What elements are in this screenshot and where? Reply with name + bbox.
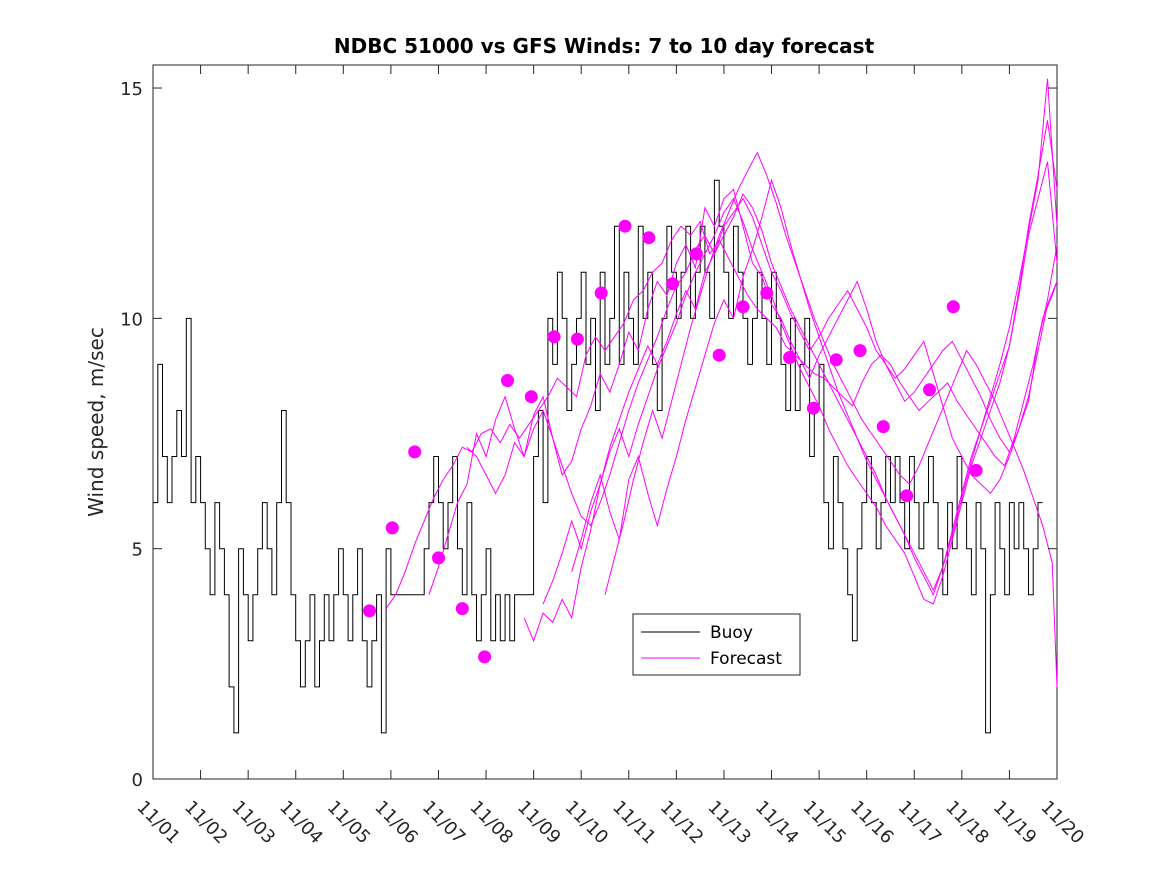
x-tick-label: 11/04 <box>275 797 327 849</box>
buoy-series <box>153 179 1043 734</box>
x-tick-label: 11/14 <box>751 797 803 849</box>
forecast-line-3 <box>466 197 1058 527</box>
x-tick-label: 11/11 <box>608 797 660 849</box>
forecast-marker <box>736 300 750 314</box>
x-tick-label: 11/03 <box>228 797 280 849</box>
forecast-line-4 <box>523 161 1058 643</box>
forecast-marker <box>806 401 820 415</box>
forecast-marker <box>501 374 514 387</box>
forecast-marker <box>363 604 376 618</box>
y-tick-label: 5 <box>132 540 143 561</box>
forecast-marker <box>642 231 656 245</box>
legend: Buoy Forecast <box>632 613 801 676</box>
forecast-marker <box>666 277 680 291</box>
forecast-marker <box>432 551 445 565</box>
forecast-marker <box>478 650 492 664</box>
forecast-marker <box>455 602 469 616</box>
legend-buoy-label: Buoy <box>710 623 753 643</box>
x-tick-label: 11/17 <box>894 797 946 849</box>
legend-box <box>632 613 801 676</box>
forecast-line-5 <box>542 120 1058 605</box>
forecast-marker <box>853 344 867 358</box>
forecast-marker <box>618 219 632 233</box>
legend-forecast-label: Forecast <box>710 649 782 669</box>
forecast-marker <box>923 383 936 397</box>
x-tick-label: 11/05 <box>323 797 375 849</box>
forecast-marker <box>385 521 399 535</box>
x-tick-label: 11/19 <box>989 797 1041 849</box>
x-tick-label: 11/10 <box>561 797 613 849</box>
forecast-marker <box>594 286 608 300</box>
forecast-line-6 <box>571 78 1058 592</box>
y-tick-label: 0 <box>132 770 143 791</box>
y-tick-label: 10 <box>120 309 143 330</box>
x-tick-label: 11/13 <box>703 797 755 849</box>
forecast-marker <box>783 351 797 364</box>
forecast-marker <box>876 420 890 434</box>
forecast-markers <box>363 219 983 664</box>
x-tick-label: 11/16 <box>846 797 898 849</box>
x-tick-label: 11/01 <box>132 797 184 849</box>
forecast-marker <box>712 348 726 362</box>
forecast-marker <box>524 390 538 404</box>
x-tick-label: 11/06 <box>370 797 422 849</box>
forecast-marker <box>547 330 561 344</box>
x-tick-label: 11/07 <box>418 797 470 849</box>
forecast-marker <box>760 286 774 300</box>
x-tick-label: 11/18 <box>941 797 993 849</box>
forecast-marker <box>570 332 584 346</box>
y-tick-label: 15 <box>120 79 143 100</box>
y-axis-label: Wind speed, m/sec <box>84 327 108 517</box>
x-tick-label: 11/02 <box>180 797 232 849</box>
forecast-marker <box>829 353 843 367</box>
forecast-marker <box>900 489 914 503</box>
x-tick-label: 11/08 <box>466 797 518 849</box>
forecast-marker <box>969 463 983 477</box>
chart-title: NDBC 51000 vs GFS Winds: 7 to 10 day for… <box>334 34 875 58</box>
forecast-marker <box>946 300 960 314</box>
forecast-marker <box>408 445 422 459</box>
x-tick-label: 11/09 <box>513 797 565 849</box>
forecast-line-1 <box>385 220 1058 609</box>
x-tick-label: 11/20 <box>1036 797 1088 849</box>
y-axis: 0 5 10 15 <box>120 79 1057 791</box>
buoy-line <box>153 179 1043 734</box>
forecast-line-2 <box>428 188 1058 595</box>
x-tick-label: 11/12 <box>656 797 708 849</box>
x-tick-label: 11/15 <box>799 797 851 849</box>
forecast-series <box>385 78 1058 687</box>
plot-area <box>152 64 1058 780</box>
forecast-marker <box>689 247 703 261</box>
